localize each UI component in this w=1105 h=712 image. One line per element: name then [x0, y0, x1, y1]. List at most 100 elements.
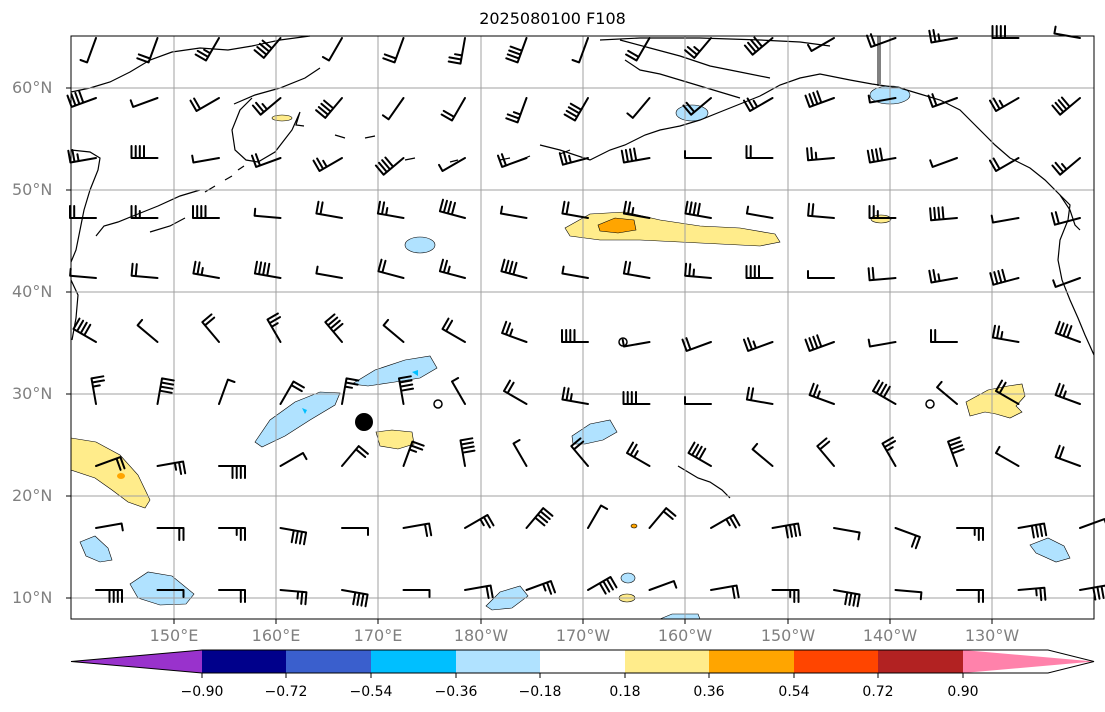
wind-barb	[95, 522, 124, 532]
wind-barb	[402, 522, 433, 537]
wind-barb	[881, 436, 897, 467]
wind-barb	[136, 318, 159, 343]
lon-label-160e: 160°E	[251, 626, 301, 645]
colorbar-segment	[371, 650, 456, 673]
wind-barb	[440, 97, 466, 122]
wind-barb	[253, 37, 282, 59]
colorbar-label: 0.18	[609, 684, 641, 700]
wind-barb	[279, 380, 305, 405]
graticule-layer	[71, 36, 1094, 619]
colorbar-label: 0.36	[693, 684, 725, 700]
wind-barb	[1054, 444, 1081, 467]
tick-mark-layer	[66, 87, 993, 624]
wind-barb	[894, 589, 923, 601]
wind-barb	[930, 329, 958, 343]
wind-barb	[743, 97, 774, 112]
colorbar	[70, 649, 1095, 678]
wind-barb	[745, 265, 774, 279]
wind-barb	[1079, 584, 1105, 601]
wind-barb	[95, 456, 126, 471]
colorbar-segment	[286, 650, 371, 673]
colorbar-segments	[70, 649, 1095, 674]
coastline-kurils	[204, 165, 245, 193]
wind-barb	[866, 147, 897, 164]
coastline-layer	[70, 35, 1095, 499]
wind-barb	[1051, 157, 1081, 176]
wind-barb	[745, 145, 774, 159]
negative-region-northeast-of-dot	[351, 355, 438, 387]
wind-barb	[130, 145, 159, 159]
wind-barb	[464, 584, 494, 599]
wind-barb	[189, 97, 220, 112]
wind-barb	[192, 260, 220, 279]
wind-barb	[868, 205, 897, 219]
colorbar-segment	[709, 650, 794, 673]
wind-barb	[1051, 96, 1081, 116]
wind-barb	[525, 507, 554, 529]
wind-barb	[218, 589, 246, 603]
wind-barb	[587, 504, 609, 529]
wind-barb	[438, 157, 466, 172]
calm-marker-layer	[433, 337, 935, 409]
wind-barb	[743, 36, 774, 56]
negative-region-west-10n	[129, 571, 195, 606]
wind-barb	[928, 269, 958, 284]
wind-barb	[438, 198, 466, 219]
wind-barb	[804, 90, 835, 108]
colorbar-ticks	[201, 673, 964, 678]
storm-center-marker	[355, 413, 373, 431]
wind-barb	[459, 437, 476, 467]
wind-barb	[648, 580, 678, 591]
wind-barb	[341, 589, 369, 608]
colorbar-label: −0.36	[434, 684, 478, 700]
lon-label-180w: 180°W	[453, 626, 509, 645]
wind-barb	[136, 37, 159, 64]
positive-core-north-pacific	[597, 217, 637, 234]
wind-barb	[402, 589, 431, 598]
wind-barb	[438, 258, 466, 279]
wind-barb	[66, 90, 97, 108]
wind-barb	[807, 37, 835, 52]
wind-barb	[315, 97, 343, 119]
wind-barb	[771, 522, 802, 539]
wind-barb	[833, 527, 861, 541]
wind-barb	[989, 268, 1020, 286]
wind-barb	[512, 439, 528, 467]
wind-barb	[989, 157, 1020, 172]
wind-barb	[1017, 522, 1048, 539]
lon-label-170e: 170°E	[353, 626, 403, 645]
wind-barb	[1054, 382, 1081, 405]
negative-region-east-15n	[1029, 537, 1071, 563]
wind-barb	[894, 527, 921, 550]
wind-barb	[253, 207, 282, 219]
coastline-north-america	[1057, 194, 1095, 356]
wind-barb	[989, 97, 1020, 112]
wind-barb	[497, 153, 528, 168]
wind-barb-layer	[66, 25, 1105, 608]
wind-barb	[681, 337, 712, 352]
wind-barb	[563, 97, 589, 122]
positive-region-tiny-17n	[630, 523, 638, 529]
wind-barb	[382, 37, 405, 64]
wind-barb	[561, 386, 589, 405]
wind-barb	[626, 441, 651, 467]
wind-barb	[745, 386, 774, 405]
wind-barb	[990, 214, 1020, 224]
wind-barb	[341, 527, 369, 536]
lon-label-150w: 150°W	[760, 626, 816, 645]
colorbar-segment	[540, 650, 625, 673]
coastline-alaska	[539, 37, 1081, 231]
wind-barb	[321, 37, 343, 62]
wind-barb	[505, 37, 528, 64]
wind-barb	[684, 262, 712, 279]
wind-barb	[561, 265, 589, 279]
wind-barb	[499, 205, 528, 219]
wind-barb	[315, 200, 343, 219]
wind-barb	[927, 93, 958, 108]
wind-barb	[376, 200, 405, 219]
lat-label-30n: 30°N	[12, 384, 53, 403]
wind-barb	[500, 258, 528, 279]
wind-barb	[995, 445, 1020, 467]
calm-marker	[433, 399, 443, 409]
